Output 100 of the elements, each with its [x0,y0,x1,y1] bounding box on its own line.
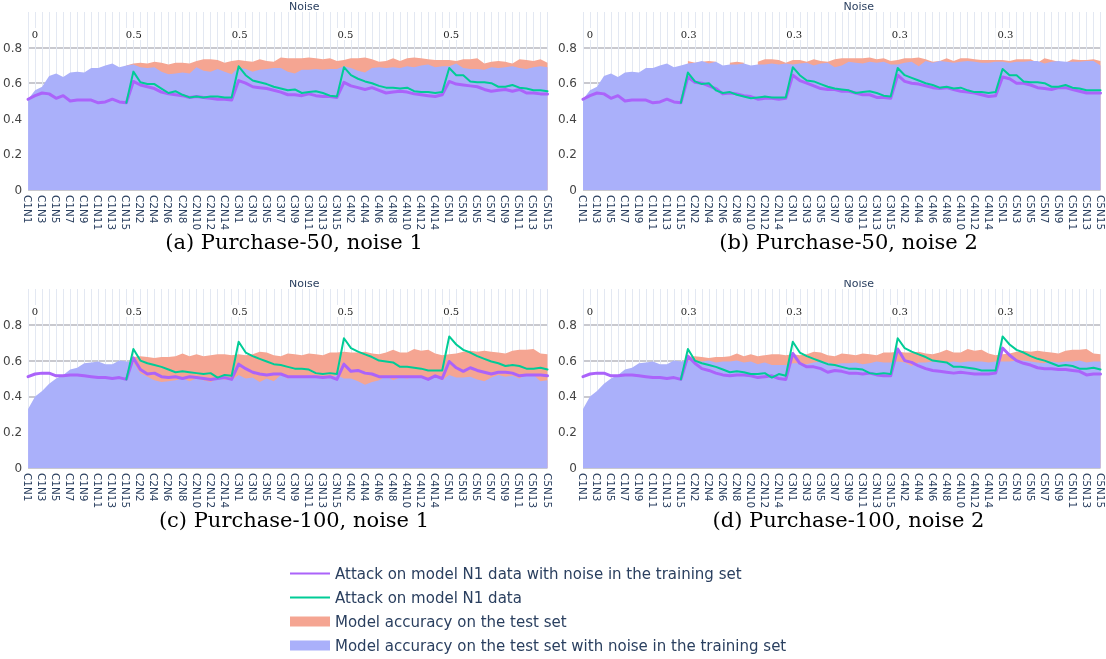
x-tick-label: C3N15 [884,473,897,509]
x-tick-label: C3N9 [288,473,301,502]
annotation: 0.3 [997,28,1014,40]
y-tick-label: 0.8 [2,317,23,332]
x-tick-label: C2N12 [758,195,771,231]
x-tick-label: C5N9 [1052,195,1065,224]
x-tick-label: C1N9 [632,195,645,224]
x-tick-label: C1N15 [120,473,133,509]
line-series [125,65,549,104]
annotation: 0.3 [891,28,908,40]
x-tick-label: C5N5 [471,195,484,224]
x-tick-label: C2N14 [218,195,231,231]
annotation: 0.5 [231,305,248,317]
x-tick-label: C5N9 [1052,473,1065,502]
x-tick-label: C3N13 [316,195,329,231]
x-tick-label: C1N3 [590,195,603,224]
y-tick-label: 0.6 [2,353,23,368]
y-tick-label: 0.4 [557,111,577,126]
x-tick-label: C4N10 [954,473,967,509]
x-tick-label: C2N10 [744,473,757,509]
x-tick-label: C2N2 [688,473,701,502]
x-tick-label: C1N5 [50,473,63,502]
x-tick-label: C3N7 [828,195,841,224]
y-tick-label: 0.4 [557,389,577,404]
annotation: 0.3 [786,305,803,317]
x-tick-label: C1N1 [22,473,35,502]
x-tick-label: C4N12 [415,473,428,509]
x-tick-label: C4N4 [359,473,371,502]
x-tick-label: C1N1 [577,195,589,224]
x-tick-label: C5N9 [499,195,512,224]
annotation: 0 [586,28,594,40]
x-tick-label: C5N15 [541,473,554,509]
x-tick-label: C4N6 [926,195,939,224]
x-tick-label: C5N3 [1010,195,1023,224]
x-tick-label: C5N3 [457,473,470,502]
x-tick-label: C1N15 [120,195,133,231]
x-tick-label: C3N3 [800,195,813,224]
x-tick-label: C4N12 [968,195,981,231]
x-tick-label: C2N6 [716,473,729,502]
chart-subtitle: Noise [289,0,320,13]
annotation: 0.5 [443,305,460,317]
annotation: 0 [31,305,39,317]
line-series [26,79,549,105]
x-tick-label: C2N10 [744,195,757,231]
x-tick-label: C5N7 [485,195,498,224]
x-tick-label: C1N3 [590,473,603,502]
text: (b) Purchase-50, noise 2 [719,229,978,254]
x-tick-label: C2N8 [176,473,189,502]
x-tick-label: C5N5 [1024,195,1037,224]
y-tick-label: 0.2 [2,147,23,162]
x-tick-label: C5N13 [1080,473,1093,509]
x-tick-label: C2N14 [772,195,785,231]
x-tick-label: C1N13 [106,195,119,231]
x-tick-label: C3N15 [330,195,343,231]
x-tick-label: C1N7 [64,473,77,502]
y-tick-label: 0.8 [557,40,577,55]
annotation: 0 [586,305,594,317]
x-tick-label: C5N15 [1094,473,1106,509]
x-tick-label: C4N6 [926,473,939,502]
line-series [26,356,549,381]
x-tick-label: C1N3 [36,195,49,224]
x-tick-label: C3N11 [302,473,315,509]
x-tick-label: C3N9 [842,195,855,224]
x-tick-label: C3N5 [260,195,273,224]
x-tick-label: C2N8 [176,195,189,224]
x-tick-label: C1N9 [78,195,91,224]
x-tick-label: C3N13 [870,473,883,509]
x-tick-label: C1N7 [618,195,631,224]
x-tick-label: C1N13 [660,473,673,509]
x-tick-label: C3N15 [330,473,343,509]
x-tick-label: C2N6 [716,195,729,224]
x-tick-label: C1N11 [92,195,105,231]
x-tick-label: C5N13 [1080,195,1093,231]
x-tick-label: C4N2 [344,195,357,224]
y-tick-label: 0 [569,461,577,475]
text: (a) Purchase-50, noise 1 [165,229,423,254]
x-tick-label: C4N10 [401,473,414,509]
x-tick-label: C3N7 [274,473,287,502]
x-tick-label: C1N13 [660,195,673,231]
x-tick-label: C3N3 [800,473,813,502]
x-tick-label: C2N14 [772,473,785,509]
x-tick-label: C3N7 [274,195,287,224]
x-tick-label: C3N15 [884,195,897,231]
x-tick-label: C2N14 [218,473,231,509]
y-tick-label: 0 [14,461,23,475]
chart-subtitle: Noise [843,0,875,13]
x-tick-label: C5N3 [457,195,470,224]
x-tick-label: C1N15 [674,473,687,509]
y-tick-label: 0 [569,183,577,197]
text: (c) Purchase-100, noise 1 [158,507,430,532]
x-tick-label: C5N5 [471,473,484,502]
x-tick-label: C5N13 [527,473,540,509]
y-tick-label: 0.6 [2,76,23,91]
line-series [125,335,549,381]
x-tick-label: C1N13 [106,473,119,509]
x-tick-label: C1N9 [78,473,91,502]
x-tick-label: C4N6 [373,473,386,502]
x-tick-label: C2N2 [688,195,701,224]
y-tick-label: 0.8 [2,40,23,55]
x-tick-label: C1N5 [604,473,617,502]
